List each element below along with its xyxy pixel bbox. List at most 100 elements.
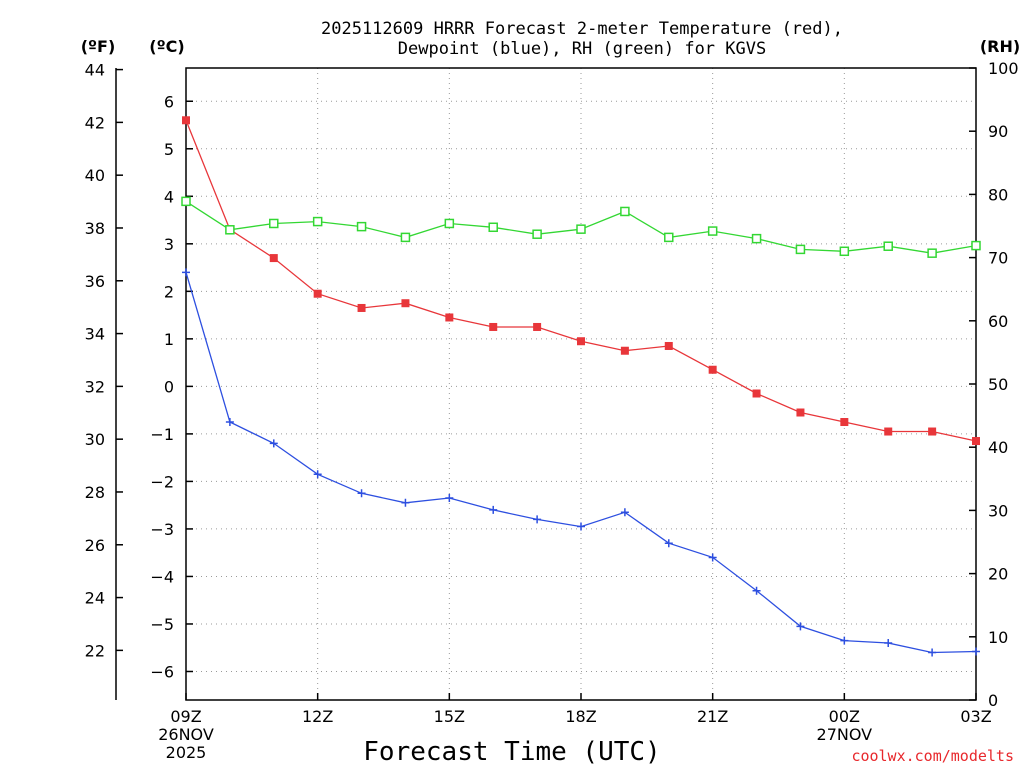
- chart-title-line2: Dewpoint (blue), RH (green) for KGVS: [398, 39, 766, 59]
- dewpoint-point: [752, 586, 761, 595]
- rh-tick-label: 50: [988, 375, 1008, 394]
- rh-point: [400, 232, 411, 243]
- rh-point: [927, 248, 937, 258]
- temperature-point: [620, 346, 629, 355]
- dewpoint-point: [225, 418, 234, 427]
- rh-tick-label: 100: [988, 59, 1019, 78]
- rh-point: [883, 241, 893, 251]
- fahrenheit-tick-label: 22: [85, 641, 105, 660]
- fahrenheit-tick-label: 32: [85, 377, 105, 396]
- celsius-tick-label: −3: [150, 520, 174, 539]
- temperature-point: [884, 427, 893, 436]
- fahrenheit-tick-label: 38: [85, 219, 105, 238]
- rh-point: [795, 244, 806, 255]
- rh-point: [664, 232, 674, 243]
- fahrenheit-tick-label: 26: [85, 536, 105, 555]
- temperature-point: [182, 116, 190, 125]
- temperature-point: [928, 427, 937, 436]
- temperature-point: [840, 418, 849, 427]
- dewpoint-point: [884, 638, 893, 647]
- x-tick-label: 2025: [166, 743, 207, 762]
- rh-point: [181, 196, 191, 207]
- rh-tick-label: 10: [988, 628, 1008, 647]
- rh-point: [488, 222, 498, 233]
- celsius-tick-label: −4: [150, 567, 174, 586]
- chart-title-line1: 2025112609 HRRR Forecast 2-meter Tempera…: [321, 19, 843, 39]
- celsius-tick-label: −1: [150, 425, 174, 444]
- rh-point: [225, 225, 235, 235]
- rh-tick-label: 60: [988, 312, 1008, 331]
- rh-point: [444, 218, 455, 229]
- dewpoint-point: [445, 494, 454, 503]
- rh-tick-label: 40: [988, 438, 1008, 457]
- data-series: [181, 116, 981, 657]
- rh-point: [971, 240, 981, 251]
- rh-point: [707, 226, 718, 236]
- temperature-point: [313, 289, 322, 298]
- rh-point: [620, 206, 630, 217]
- temperature-point: [269, 254, 278, 263]
- temperature-point: [708, 365, 717, 374]
- temperature-point: [577, 337, 585, 346]
- rh-point: [751, 233, 762, 244]
- fahrenheit-tick-label: 42: [85, 113, 105, 132]
- x-tick-label: 15Z: [434, 707, 465, 726]
- celsius-tick-label: −5: [150, 615, 174, 634]
- celsius-tick-label: 2: [164, 282, 174, 301]
- dewpoint-point: [620, 508, 629, 517]
- dewpoint-point: [577, 522, 585, 531]
- x-tick-label: 09Z: [170, 707, 201, 726]
- temperature-point: [489, 322, 498, 331]
- dewpoint-point: [708, 553, 717, 562]
- fahrenheit-tick-label: 30: [85, 430, 105, 449]
- temperature-point: [533, 322, 542, 331]
- dewpoint-line: [185, 272, 977, 654]
- celsius-unit-label: (ºC): [149, 37, 184, 56]
- dewpoint-point: [313, 470, 322, 479]
- x-tick-label: 21Z: [697, 707, 728, 726]
- dewpoint-point: [664, 539, 673, 548]
- gridlines: [186, 68, 976, 700]
- dewpoint-point: [840, 636, 849, 645]
- temperature-point: [796, 408, 805, 417]
- x-tick-label: 27NOV: [817, 725, 873, 744]
- rh-tick-label: 0: [988, 691, 998, 710]
- temperature-point: [972, 437, 980, 446]
- celsius-tick-label: 0: [164, 377, 174, 396]
- x-tick-label: 00Z: [829, 707, 860, 726]
- rh-tick-label: 80: [988, 185, 1008, 204]
- x-tick-label: 12Z: [302, 707, 333, 726]
- rh-tick-label: 20: [988, 565, 1008, 584]
- rh-tick-label: 70: [988, 249, 1008, 268]
- fahrenheit-tick-label: 40: [85, 166, 105, 185]
- fahrenheit-tick-label: 28: [85, 483, 105, 502]
- fahrenheit-tick-label: 36: [85, 272, 105, 291]
- celsius-tick-label: 4: [164, 187, 174, 206]
- fahrenheit-tick-label: 24: [85, 589, 105, 608]
- rh-point: [269, 218, 279, 229]
- dewpoint-point: [357, 489, 366, 498]
- x-tick-label: 03Z: [960, 707, 991, 726]
- temperature-point: [445, 313, 454, 322]
- credit-label: coolwx.com/modelts: [851, 747, 1014, 765]
- dewpoint-point: [928, 648, 937, 657]
- rh-unit-label: (RH): [980, 37, 1020, 56]
- x-tick-label: 26NOV: [158, 725, 214, 744]
- dewpoint-point: [972, 647, 980, 656]
- rh-point: [312, 216, 323, 227]
- x-tick-label: 18Z: [565, 707, 596, 726]
- celsius-tick-label: 6: [164, 92, 174, 111]
- dewpoint-point: [269, 439, 278, 448]
- dewpoint-point: [182, 268, 190, 277]
- celsius-tick-label: 1: [164, 330, 174, 349]
- rh-point: [576, 224, 586, 234]
- temperature-point: [401, 299, 410, 308]
- dewpoint-point: [489, 505, 498, 514]
- celsius-tick-label: −2: [150, 472, 174, 491]
- rh-tick-label: 90: [988, 122, 1008, 141]
- fahrenheit-tick-label: 34: [85, 325, 105, 344]
- x-axis-label: Forecast Time (UTC): [363, 737, 660, 767]
- temperature-point: [664, 341, 673, 350]
